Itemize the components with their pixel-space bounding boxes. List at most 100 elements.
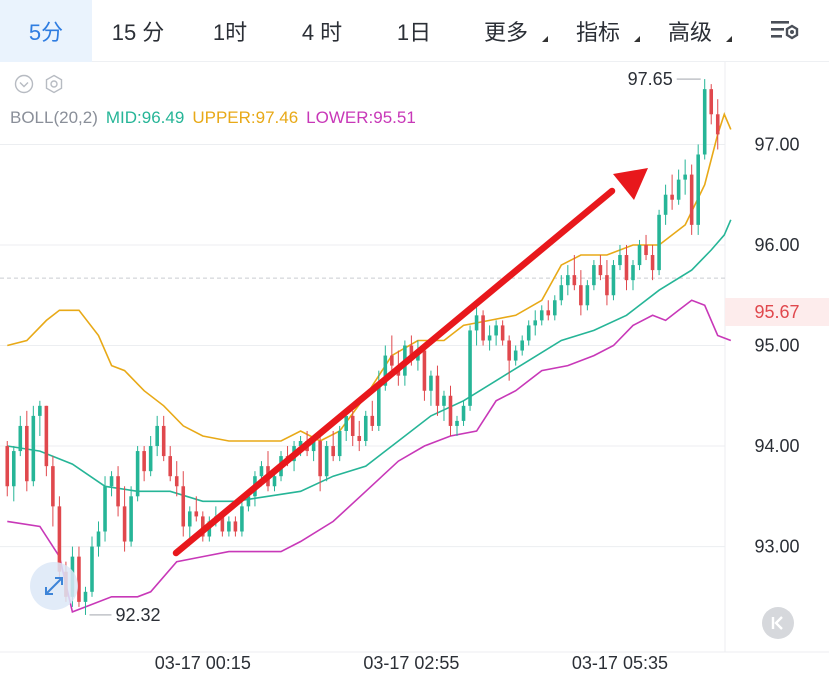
candle [598,255,603,281]
candle-body [357,435,362,442]
candle-body [579,285,583,306]
candle-body [142,451,146,472]
y-tick-label: 97.00 [754,134,799,154]
candle-body [148,446,153,472]
candle [194,496,199,522]
indicator-toolbar [14,74,64,94]
tab-15min[interactable]: 15 分 [111,19,165,45]
candle-body [676,179,681,200]
candle-body [526,325,531,341]
candle-body [116,476,120,507]
candle [135,446,140,502]
candle-body [442,395,446,406]
candle-body [683,174,687,180]
candle [644,234,648,261]
x-axis: 03-17 00:15 03-17 02:55 03-17 05:35 [155,653,668,673]
x-tick-label: 03-17 00:15 [155,653,251,673]
candle-body [500,325,505,341]
candle [161,415,166,462]
candle-body [487,335,492,341]
candle-body [709,89,714,115]
candle [539,305,544,326]
candle [709,84,714,125]
candle-body [324,446,329,477]
y-axis: 97.00 96.00 95.00 94.00 93.00 [754,134,799,556]
candle-body [311,441,316,452]
tab-advanced[interactable]: 高级 [644,0,736,62]
hexagon-gear-icon[interactable] [44,74,64,94]
candle [429,370,433,406]
candle-body [383,355,388,386]
x-tick-label: 03-17 05:35 [572,653,668,673]
candle [148,435,153,477]
candle-body [77,556,81,602]
candle-body [109,476,114,487]
candle-body [637,244,642,266]
candle [585,280,590,311]
candle-body [57,506,62,572]
candle-body [539,310,544,321]
candle [227,516,231,537]
candle-body [135,451,140,497]
candle-body [233,521,238,532]
candle [109,471,114,497]
candle-body [155,425,159,447]
candle-body [259,466,264,477]
tab-indicators[interactable]: 指标 [552,0,644,62]
candle-body [337,430,342,457]
candle [337,425,342,462]
chart-settings-icon[interactable] [769,16,801,46]
candle-body [181,486,186,527]
tab-1hour[interactable]: 1时 [212,19,248,45]
tab-4hour[interactable]: 4 时 [301,19,343,45]
candle [103,476,107,542]
candle-body [344,415,348,431]
dropdown-corner-icon [542,35,548,42]
candle-body [624,255,629,281]
candle-body [448,395,453,426]
candle-body [702,89,707,155]
candle-body [657,214,661,271]
candle-body [90,546,94,592]
chevron-down-circle-icon[interactable] [14,74,34,94]
candle-body [331,446,335,457]
candle-body [370,415,375,426]
expand-arrows-icon[interactable] [30,562,78,610]
y-tick-label: 93.00 [754,537,799,557]
candle [566,265,570,296]
candle-body [350,415,355,436]
candle-body [174,476,179,487]
candle [546,300,551,321]
tab-5min[interactable]: 5分 [0,0,92,62]
candle [579,270,583,316]
candle [266,451,270,492]
y-tick-label: 95.00 [754,336,799,356]
candle [25,410,29,492]
candle-body [507,340,511,361]
grid [0,62,829,653]
skip-back-icon[interactable] [762,607,794,639]
candle-body [461,405,466,421]
candle-body [51,466,55,507]
candle [526,320,531,346]
tab-1day[interactable]: 1日 [396,19,432,45]
trend-arrow-shaft [172,187,616,557]
candle [96,521,101,557]
candle [363,410,368,447]
candle-body [618,255,622,266]
legend-boll: BOLL(20,2) [10,108,98,127]
candle [637,239,642,271]
candle-body [455,420,459,426]
candle-body [5,446,10,487]
candle [455,415,459,436]
candle-body [422,350,427,391]
candle-body [168,456,173,477]
candle-body [435,375,440,406]
candle-body [298,441,303,447]
candle [181,471,186,537]
candle-body [25,425,29,482]
tab-more[interactable]: 更多 [460,0,552,62]
candle [240,501,244,537]
candle [38,400,42,436]
